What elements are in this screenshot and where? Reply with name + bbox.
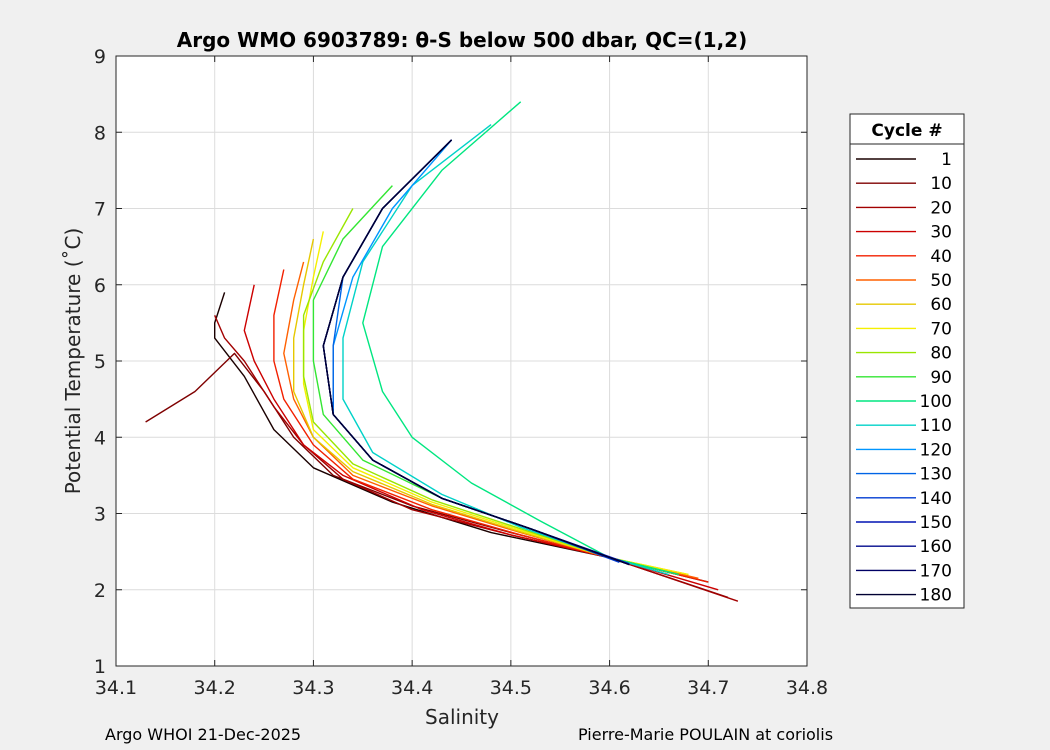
legend-label-cycle-170: 170 — [920, 561, 952, 581]
legend-label-cycle-160: 160 — [920, 537, 952, 557]
x-tick-label: 34.3 — [292, 677, 334, 699]
series-line-cycle-100 — [362, 101, 679, 576]
legend-items: 1102030405060708090100110120130140150160… — [856, 150, 952, 606]
legend-label-cycle-10: 10 — [930, 174, 952, 194]
legend-label-cycle-80: 80 — [930, 344, 952, 364]
legend-label-cycle-60: 60 — [930, 295, 952, 315]
series-line-cycle-60 — [293, 238, 689, 576]
y-tick-label: 4 — [94, 427, 106, 449]
legend-label-cycle-50: 50 — [930, 271, 952, 291]
y-tick-label: 3 — [94, 504, 106, 526]
y-tick-label: 1 — [94, 656, 106, 678]
y-tick-label: 2 — [94, 580, 106, 602]
x-tick-label: 34.1 — [95, 677, 137, 699]
legend-label-cycle-120: 120 — [920, 440, 952, 460]
x-tick-label: 34.2 — [194, 677, 236, 699]
axis-ticks: 34.1 34.2 34.3 34.4 34.5 34.6 34.7 34.8 1 2 3 4 5 6 7 8… — [94, 46, 828, 699]
x-axis-label: Salinity — [425, 705, 499, 729]
legend-label-cycle-100: 100 — [920, 392, 952, 412]
chart-title: Argo WMO 6903789: θ-S below 500 dbar, QC… — [177, 28, 747, 52]
legend-label-cycle-20: 20 — [930, 198, 952, 218]
legend-label-cycle-180: 180 — [920, 586, 952, 606]
legend-label-cycle-130: 130 — [920, 465, 952, 485]
legend-label-cycle-90: 90 — [930, 368, 952, 388]
series-lines — [145, 101, 739, 602]
y-tick-label: 9 — [94, 46, 106, 68]
x-tick-label: 34.6 — [588, 677, 630, 699]
y-axis-label: Potential Temperature (˚C) — [61, 228, 85, 495]
x-tick-label: 34.5 — [490, 677, 532, 699]
legend-label-cycle-150: 150 — [920, 513, 952, 533]
footer-author: Pierre-Marie POULAIN at coriolis — [578, 725, 834, 744]
legend-label-cycle-1: 1 — [941, 150, 952, 170]
legend-title: Cycle # — [871, 121, 942, 141]
x-tick-label: 34.8 — [786, 677, 828, 699]
y-tick-label: 5 — [94, 351, 106, 373]
series-line-cycle-1 — [213, 292, 709, 583]
y-tick-label: 7 — [94, 199, 106, 221]
series-line-cycle-180 — [322, 139, 630, 566]
legend-box — [849, 113, 965, 609]
series-line-cycle-40 — [273, 269, 709, 583]
legend-label-cycle-110: 110 — [920, 416, 952, 436]
legend: Cycle # 11020304050607080901001101201301… — [849, 113, 965, 609]
series-line-cycle-80 — [302, 208, 679, 576]
y-tick-label: 6 — [94, 275, 106, 297]
legend-label-cycle-70: 70 — [930, 319, 952, 339]
legend-label-cycle-30: 30 — [930, 223, 952, 243]
y-tick-label: 8 — [94, 122, 106, 144]
footer-source-date: Argo WHOI 21-Dec-2025 — [105, 725, 302, 744]
series-line-cycle-30 — [243, 284, 719, 591]
legend-label-cycle-40: 40 — [930, 247, 952, 267]
legend-label-cycle-140: 140 — [920, 489, 952, 509]
x-tick-label: 34.4 — [391, 677, 433, 699]
x-tick-label: 34.7 — [687, 677, 729, 699]
